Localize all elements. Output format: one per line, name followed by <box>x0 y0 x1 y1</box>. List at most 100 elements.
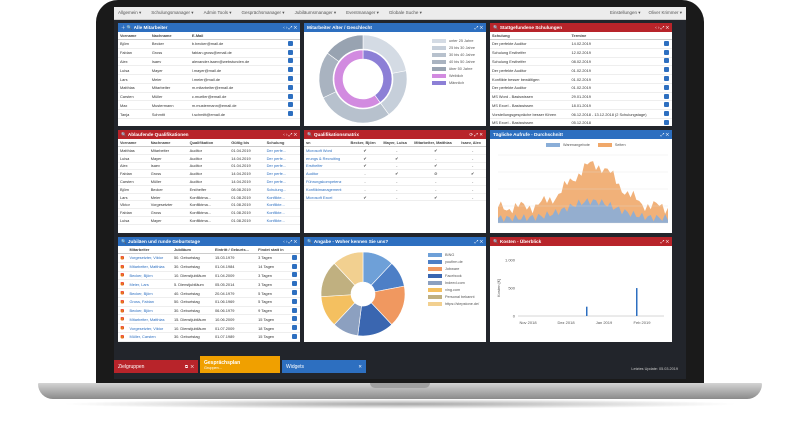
edit-button[interactable] <box>289 332 300 342</box>
table-row[interactable]: Carsten Müller c.mueller@email.de <box>118 92 300 102</box>
table-row[interactable]: Lars Meier l.meier@mail.de <box>118 74 300 84</box>
column-header[interactable]: Isaev, Alex <box>459 139 486 147</box>
legend-item[interactable]: 40 bis 50 Jahre <box>432 58 475 65</box>
table-row[interactable]: Microsoft Excel ✔ - ✔ - <box>304 193 486 202</box>
edit-button[interactable] <box>661 92 672 102</box>
table-row[interactable]: Björn Becker Ersthelfer 08.08.2019 Schulung.… <box>118 185 300 194</box>
table-row[interactable]: 🎁 Vorgesetzter, Viktor 50. Geburtstag 15.03… <box>118 253 300 263</box>
table-row[interactable]: Matthias Mitarbeiter m.mitarbeiter@email.d… <box>118 83 300 93</box>
table-row[interactable]: Luisa Mayer Konfliktma... 01.08.2019 Konflik… <box>118 216 300 225</box>
table-row[interactable]: Schulung Ersthelfer 12.02.2019 <box>490 48 672 58</box>
panel-controls[interactable]: ‹ › ⤢ ✕ <box>655 25 669 30</box>
legend-item[interactable]: Jobware <box>428 265 479 272</box>
edit-button[interactable] <box>285 83 300 93</box>
legend-item[interactable]: Personal bekannt <box>428 293 479 300</box>
legend-item[interactable]: 25 bis 30 Jahre <box>432 44 475 51</box>
table-row[interactable]: 🎁 Mitarbeiter, Matthias 30. Geburtstag 01.0… <box>118 262 300 272</box>
nav-item[interactable]: Eventmanager ▾ <box>346 10 379 15</box>
nav-item[interactable]: Admin Tools ▾ <box>203 10 232 15</box>
column-header[interactable]: Qualifikation <box>187 139 230 147</box>
table-row[interactable]: Der perfekte Auditor 14.02.2019 <box>490 39 672 49</box>
column-header[interactable]: Gültig bis <box>229 139 265 147</box>
table-row[interactable]: 🎁 Mitarbeiter, Matthias 15. Dienstjubiläum… <box>118 314 300 325</box>
dock-controls[interactable]: ⧉ ✕ <box>184 364 194 369</box>
search-icon[interactable]: 🔍 <box>121 131 128 137</box>
table-row[interactable]: MS Word - Basiswissen 29.01.2019 <box>490 92 672 102</box>
search-icon[interactable]: 🔍 <box>307 238 314 244</box>
table-row[interactable]: Viktor Vorgesetzter Konfliktma... 01.08.201… <box>118 200 300 210</box>
column-header[interactable]: Jubiläum <box>171 246 213 254</box>
edit-button[interactable] <box>289 297 300 307</box>
table-row[interactable]: Carsten Müller Auditor 14.04.2019 Der perfe.… <box>118 177 300 186</box>
edit-button[interactable] <box>661 48 672 58</box>
column-header[interactable] <box>118 246 128 254</box>
table-row[interactable]: Konflikte besser bewältigen 01.02.2019 <box>490 74 672 84</box>
legend-item[interactable]: Indeed.com <box>428 279 479 286</box>
table-row[interactable]: Tanja Schmitt t.schmitt@email.de <box>118 109 300 120</box>
nav-right-item[interactable]: Einstellungen ▾ <box>609 10 641 15</box>
edit-button[interactable] <box>285 48 300 58</box>
gender-slice[interactable] <box>333 49 381 109</box>
table-row[interactable]: Führungskompetenz - - - - <box>304 177 486 186</box>
table-row[interactable]: Lars Meier Konfliktma... 01.08.2019 Konflikt… <box>118 193 300 202</box>
table-row[interactable]: Vorstellungsgespräche besser führen 06.12… <box>490 109 672 120</box>
edit-button[interactable] <box>285 65 300 76</box>
table-row[interactable]: 🎁 Becker, Björn 40. Geburtstag 20.04.1979 5 … <box>118 288 300 298</box>
table-row[interactable]: MS Excel - Basiswissen 05.12.2018 <box>490 118 672 126</box>
legend-item[interactable]: 30 bis 40 Jahre <box>432 51 475 58</box>
edit-button[interactable] <box>661 118 672 126</box>
column-header[interactable]: Becker, Björn <box>348 139 382 147</box>
nav-item[interactable]: Jubiläumsmanager ▾ <box>294 10 337 15</box>
age-slice[interactable] <box>326 34 364 62</box>
table-row[interactable]: Fabian Gross fabian.gross@email.de <box>118 48 300 58</box>
edit-button[interactable] <box>289 279 300 290</box>
table-row[interactable]: MS Excel - Basiswissen 18.01.2019 <box>490 100 672 111</box>
search-icon[interactable]: 🔍 <box>307 131 314 137</box>
table-row[interactable]: 🎁 Becker, Björn 10. Dienstjubiläum 01.04.20… <box>118 271 300 281</box>
panel-controls[interactable]: ⤢ ✕ <box>474 239 483 244</box>
nav-right-item[interactable]: Oliver Krimmer ▾ <box>648 10 682 15</box>
column-header[interactable]: Termine <box>569 32 662 40</box>
dock-zielgruppen[interactable]: Zielgruppen ⧉ ✕ <box>114 360 198 373</box>
nav-item[interactable]: Schulungsmanager ▾ <box>151 10 194 15</box>
edit-button[interactable] <box>661 83 672 93</box>
legend-item[interactable]: youfirm.de <box>428 258 479 265</box>
edit-button[interactable] <box>289 253 300 263</box>
legend-item[interactable]: über 50 Jahre <box>432 65 475 72</box>
legend-item[interactable]: xing.com <box>428 286 479 293</box>
dock-controls[interactable]: ✕ <box>358 363 362 369</box>
nav-item[interactable]: Globale Suche ▾ <box>388 10 422 15</box>
table-row[interactable]: Der perfekte Auditor 01.02.2019 <box>490 65 672 76</box>
nav-item[interactable]: Allgemein ▾ <box>118 10 142 15</box>
column-header[interactable]: E-Mail <box>189 32 286 40</box>
cost-bar[interactable] <box>636 288 638 316</box>
panel-controls[interactable]: ‹ › ⤢ ✕ <box>283 25 297 30</box>
edit-button[interactable] <box>285 57 300 67</box>
table-row[interactable]: Der perfekte Auditor 01.02.2019 <box>490 83 672 93</box>
table-row[interactable]: Luisa Mayer l.mayer@mail.de <box>118 65 300 76</box>
table-row[interactable]: Luisa Mayer Auditor 14.04.2019 Der perfe... <box>118 154 300 163</box>
panel-controls[interactable]: ‹ › ⤢ ✕ <box>283 132 297 137</box>
column-header[interactable]: Nachname <box>148 139 188 147</box>
column-header[interactable]: Mitarbeiter, Matthias <box>412 139 460 147</box>
table-row[interactable]: Alex Isaev Auditor 01.04.2019 Der perfe... <box>118 162 300 171</box>
table-row[interactable]: Björn Becker b.becker@mail.de <box>118 39 300 49</box>
table-row[interactable]: Max Mustermann m.mustermann@email.de <box>118 100 300 111</box>
legend-item[interactable]: unter 25 Jahre <box>432 37 475 44</box>
edit-button[interactable] <box>285 39 300 49</box>
table-row[interactable]: Matthias Mitarbeiter Auditor 01.04.2019 Der … <box>118 146 300 155</box>
table-row[interactable]: Fabian Gross Auditor 14.04.2019 Der perfe... <box>118 169 300 179</box>
legend-item[interactable]: BING <box>428 251 479 258</box>
edit-button[interactable] <box>289 314 300 325</box>
legend-item[interactable]: Männlich <box>432 79 475 86</box>
table-row[interactable]: 🎁 Meier, Lars 5. Dienstjubiläum 05.05.2014 3… <box>118 279 300 290</box>
panel-controls[interactable]: ⤢ ✕ <box>660 132 669 137</box>
panel-controls[interactable]: ⤢ ✕ <box>474 25 483 30</box>
search-icon[interactable]: 🔍 <box>493 238 500 244</box>
table-row[interactable]: erungs & Recruiting ✔ ✔ - - <box>304 154 486 163</box>
edit-button[interactable] <box>289 306 300 316</box>
table-row[interactable]: Ersthelfer ✔ - ✔ - <box>304 162 486 171</box>
column-header[interactable]: Vorname <box>118 139 149 147</box>
panel-controls[interactable]: ⟳ ⤢ ✕ <box>469 131 483 137</box>
dock-widgets[interactable]: Widgets ✕ <box>282 360 366 373</box>
